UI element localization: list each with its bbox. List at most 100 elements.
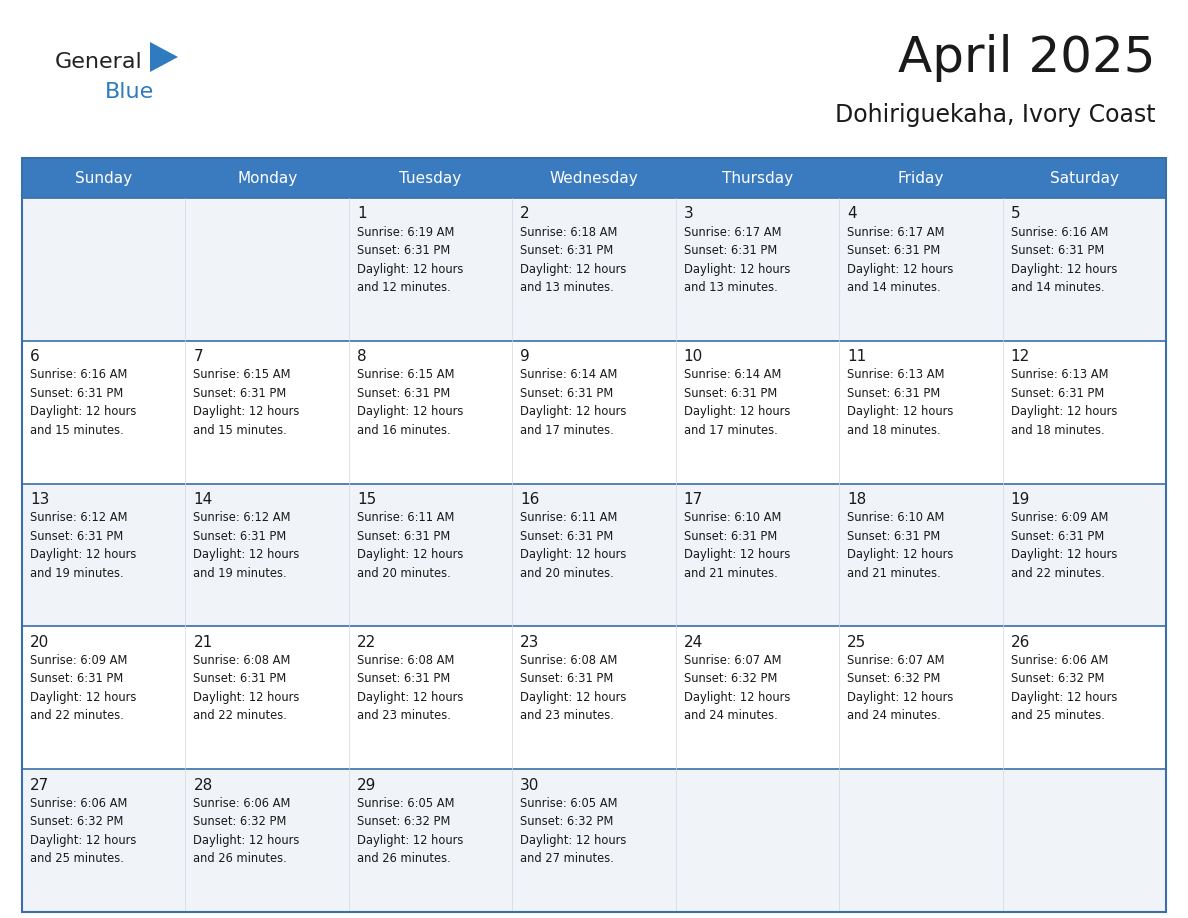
Text: and 23 minutes.: and 23 minutes. bbox=[356, 710, 450, 722]
Text: 17: 17 bbox=[684, 492, 703, 507]
Text: Sunset: 6:31 PM: Sunset: 6:31 PM bbox=[684, 530, 777, 543]
Text: 7: 7 bbox=[194, 350, 203, 364]
Text: Sunrise: 6:17 AM: Sunrise: 6:17 AM bbox=[684, 226, 782, 239]
Text: Friday: Friday bbox=[898, 171, 944, 185]
Text: 26: 26 bbox=[1011, 635, 1030, 650]
Text: Sunrise: 6:16 AM: Sunrise: 6:16 AM bbox=[1011, 226, 1108, 239]
Text: 28: 28 bbox=[194, 778, 213, 793]
Text: Daylight: 12 hours: Daylight: 12 hours bbox=[684, 691, 790, 704]
Text: 14: 14 bbox=[194, 492, 213, 507]
Text: Daylight: 12 hours: Daylight: 12 hours bbox=[847, 548, 954, 561]
Text: Sunset: 6:32 PM: Sunset: 6:32 PM bbox=[520, 815, 614, 828]
Text: and 14 minutes.: and 14 minutes. bbox=[1011, 281, 1104, 294]
Text: 6: 6 bbox=[30, 350, 39, 364]
Text: and 15 minutes.: and 15 minutes. bbox=[194, 424, 287, 437]
Text: and 18 minutes.: and 18 minutes. bbox=[847, 424, 941, 437]
Bar bbox=[23, 158, 1165, 912]
Text: and 21 minutes.: and 21 minutes. bbox=[847, 566, 941, 579]
Text: Monday: Monday bbox=[238, 171, 297, 185]
Text: Sunset: 6:32 PM: Sunset: 6:32 PM bbox=[1011, 672, 1104, 686]
Text: Sunrise: 6:06 AM: Sunrise: 6:06 AM bbox=[30, 797, 127, 810]
Text: 15: 15 bbox=[356, 492, 377, 507]
Text: and 13 minutes.: and 13 minutes. bbox=[684, 281, 777, 294]
Text: Sunset: 6:31 PM: Sunset: 6:31 PM bbox=[1011, 530, 1104, 543]
Text: Sunrise: 6:10 AM: Sunrise: 6:10 AM bbox=[684, 511, 781, 524]
Text: and 19 minutes.: and 19 minutes. bbox=[30, 566, 124, 579]
Text: Sunset: 6:32 PM: Sunset: 6:32 PM bbox=[847, 672, 941, 686]
Text: Sunrise: 6:12 AM: Sunrise: 6:12 AM bbox=[30, 511, 127, 524]
Text: Sunrise: 6:17 AM: Sunrise: 6:17 AM bbox=[847, 226, 944, 239]
Text: Sunrise: 6:08 AM: Sunrise: 6:08 AM bbox=[356, 654, 454, 666]
Text: Daylight: 12 hours: Daylight: 12 hours bbox=[1011, 548, 1117, 561]
Text: Thursday: Thursday bbox=[722, 171, 794, 185]
Text: Daylight: 12 hours: Daylight: 12 hours bbox=[356, 263, 463, 275]
Text: Daylight: 12 hours: Daylight: 12 hours bbox=[194, 834, 299, 846]
Text: General: General bbox=[55, 52, 143, 72]
Text: Sunset: 6:32 PM: Sunset: 6:32 PM bbox=[356, 815, 450, 828]
Text: Sunset: 6:31 PM: Sunset: 6:31 PM bbox=[194, 386, 286, 400]
Text: Daylight: 12 hours: Daylight: 12 hours bbox=[520, 548, 626, 561]
Text: Daylight: 12 hours: Daylight: 12 hours bbox=[520, 834, 626, 846]
Text: and 15 minutes.: and 15 minutes. bbox=[30, 424, 124, 437]
Text: and 20 minutes.: and 20 minutes. bbox=[356, 566, 450, 579]
Text: Daylight: 12 hours: Daylight: 12 hours bbox=[1011, 406, 1117, 419]
Text: 10: 10 bbox=[684, 350, 703, 364]
Text: Sunset: 6:32 PM: Sunset: 6:32 PM bbox=[684, 672, 777, 686]
Text: Sunset: 6:31 PM: Sunset: 6:31 PM bbox=[1011, 244, 1104, 257]
Text: Sunset: 6:32 PM: Sunset: 6:32 PM bbox=[194, 815, 286, 828]
Text: 21: 21 bbox=[194, 635, 213, 650]
Text: Sunset: 6:31 PM: Sunset: 6:31 PM bbox=[847, 244, 941, 257]
Text: Sunset: 6:31 PM: Sunset: 6:31 PM bbox=[520, 386, 613, 400]
Text: April 2025: April 2025 bbox=[898, 34, 1156, 82]
Text: 11: 11 bbox=[847, 350, 866, 364]
Text: Sunrise: 6:07 AM: Sunrise: 6:07 AM bbox=[847, 654, 944, 666]
Text: Sunday: Sunday bbox=[75, 171, 132, 185]
Bar bbox=[23, 198, 1165, 341]
Text: Sunrise: 6:14 AM: Sunrise: 6:14 AM bbox=[684, 368, 781, 381]
Text: and 24 minutes.: and 24 minutes. bbox=[847, 710, 941, 722]
Text: Daylight: 12 hours: Daylight: 12 hours bbox=[847, 263, 954, 275]
Text: Sunrise: 6:15 AM: Sunrise: 6:15 AM bbox=[356, 368, 454, 381]
Text: 24: 24 bbox=[684, 635, 703, 650]
Text: and 18 minutes.: and 18 minutes. bbox=[1011, 424, 1104, 437]
Text: Sunset: 6:31 PM: Sunset: 6:31 PM bbox=[1011, 386, 1104, 400]
Text: Sunset: 6:31 PM: Sunset: 6:31 PM bbox=[684, 386, 777, 400]
Text: Blue: Blue bbox=[105, 82, 154, 102]
Text: Sunrise: 6:15 AM: Sunrise: 6:15 AM bbox=[194, 368, 291, 381]
Text: and 14 minutes.: and 14 minutes. bbox=[847, 281, 941, 294]
Text: and 21 minutes.: and 21 minutes. bbox=[684, 566, 777, 579]
Text: Daylight: 12 hours: Daylight: 12 hours bbox=[847, 406, 954, 419]
Text: Daylight: 12 hours: Daylight: 12 hours bbox=[1011, 263, 1117, 275]
Polygon shape bbox=[150, 42, 178, 72]
Text: Sunrise: 6:06 AM: Sunrise: 6:06 AM bbox=[1011, 654, 1108, 666]
Bar bbox=[23, 626, 1165, 769]
Text: and 13 minutes.: and 13 minutes. bbox=[520, 281, 614, 294]
Text: Tuesday: Tuesday bbox=[399, 171, 462, 185]
Text: Sunset: 6:31 PM: Sunset: 6:31 PM bbox=[847, 386, 941, 400]
Text: and 25 minutes.: and 25 minutes. bbox=[30, 852, 124, 865]
Text: and 16 minutes.: and 16 minutes. bbox=[356, 424, 450, 437]
Text: Sunrise: 6:13 AM: Sunrise: 6:13 AM bbox=[847, 368, 944, 381]
Text: 16: 16 bbox=[520, 492, 539, 507]
Text: Daylight: 12 hours: Daylight: 12 hours bbox=[356, 548, 463, 561]
Text: Sunset: 6:31 PM: Sunset: 6:31 PM bbox=[520, 672, 613, 686]
Text: Sunrise: 6:13 AM: Sunrise: 6:13 AM bbox=[1011, 368, 1108, 381]
Text: Sunrise: 6:19 AM: Sunrise: 6:19 AM bbox=[356, 226, 454, 239]
Text: Sunrise: 6:05 AM: Sunrise: 6:05 AM bbox=[520, 797, 618, 810]
Text: Sunrise: 6:08 AM: Sunrise: 6:08 AM bbox=[194, 654, 291, 666]
Text: Sunset: 6:31 PM: Sunset: 6:31 PM bbox=[356, 672, 450, 686]
Text: Sunrise: 6:12 AM: Sunrise: 6:12 AM bbox=[194, 511, 291, 524]
Text: Daylight: 12 hours: Daylight: 12 hours bbox=[30, 691, 137, 704]
Text: 23: 23 bbox=[520, 635, 539, 650]
Text: 29: 29 bbox=[356, 778, 377, 793]
Text: Sunset: 6:31 PM: Sunset: 6:31 PM bbox=[194, 530, 286, 543]
Text: 18: 18 bbox=[847, 492, 866, 507]
Text: 30: 30 bbox=[520, 778, 539, 793]
Text: Sunrise: 6:16 AM: Sunrise: 6:16 AM bbox=[30, 368, 127, 381]
Text: Daylight: 12 hours: Daylight: 12 hours bbox=[194, 548, 299, 561]
Text: and 17 minutes.: and 17 minutes. bbox=[520, 424, 614, 437]
Text: Sunset: 6:31 PM: Sunset: 6:31 PM bbox=[847, 530, 941, 543]
Text: and 25 minutes.: and 25 minutes. bbox=[1011, 710, 1105, 722]
Text: 13: 13 bbox=[30, 492, 50, 507]
Text: Sunrise: 6:10 AM: Sunrise: 6:10 AM bbox=[847, 511, 944, 524]
